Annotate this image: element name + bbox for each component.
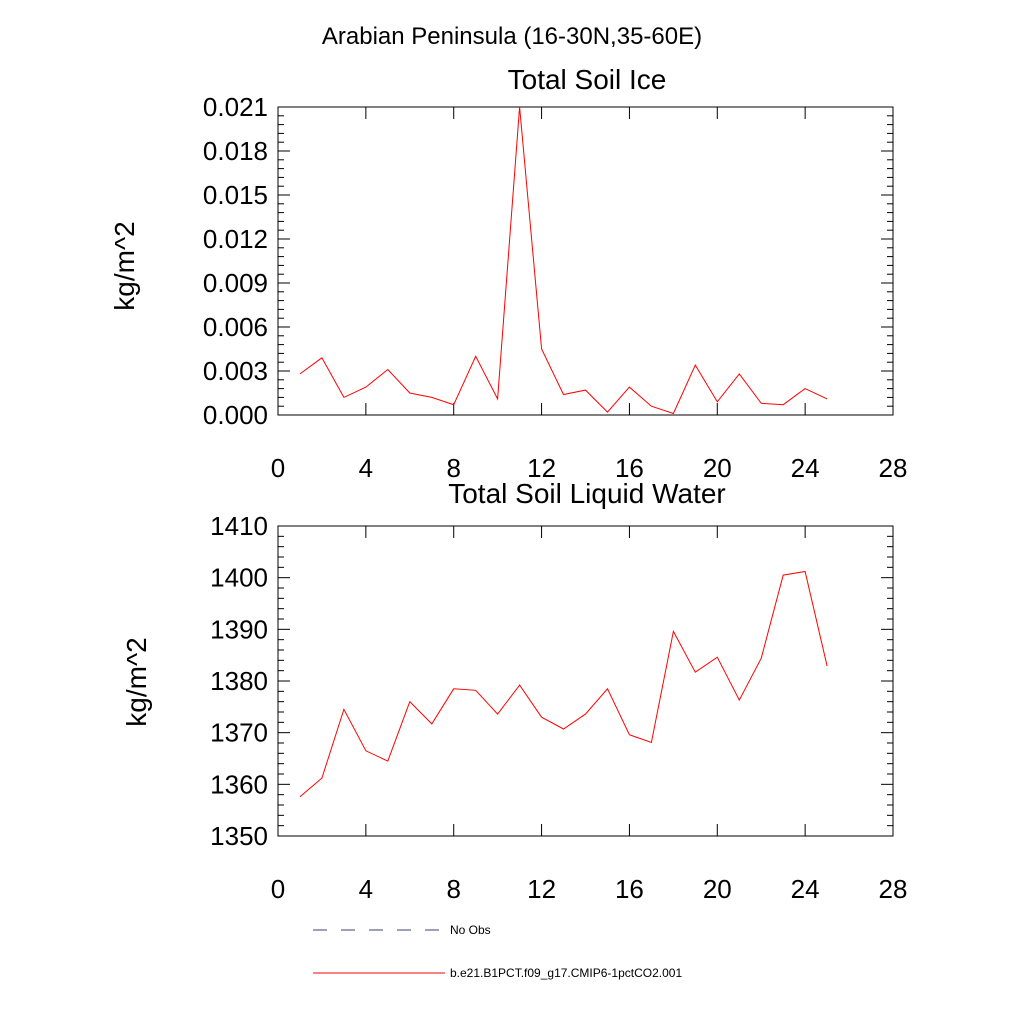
- x-tick-label: 8: [446, 453, 460, 483]
- y-tick-label: 0.015: [203, 180, 268, 210]
- x-tick-label: 28: [879, 453, 908, 483]
- x-tick-label: 24: [791, 453, 820, 483]
- x-tick-label: 0: [271, 453, 285, 483]
- y-tick-label: 0.003: [203, 356, 268, 386]
- y-axis-label: kg/m^2: [109, 221, 140, 310]
- x-tick-label: 16: [615, 874, 644, 904]
- y-tick-label: 0.000: [203, 400, 268, 430]
- y-axis-label: kg/m^2: [121, 637, 152, 726]
- y-tick-label: 0.012: [203, 224, 268, 254]
- y-tick-label: 1350: [210, 821, 268, 851]
- y-tick-label: 1360: [210, 769, 268, 799]
- y-tick-label: 1390: [210, 614, 268, 644]
- x-tick-label: 12: [527, 453, 556, 483]
- panel-title: Total Soil Liquid Water: [448, 478, 726, 509]
- y-tick-label: 0.009: [203, 268, 268, 298]
- chart-panel-soil-ice: Total Soil Ice kg/m^2 0 4 8 12 16 20 24 28 0.000…: [109, 64, 907, 483]
- chart-panel-soil-liquid-water: Total Soil Liquid Water kg/m^2 0 4 8 12 16 20…: [121, 478, 907, 904]
- x-tick-label: 4: [359, 874, 373, 904]
- x-tick-label: 16: [615, 453, 644, 483]
- y-tick-label: 1380: [210, 666, 268, 696]
- y-tick-label: 0.006: [203, 312, 268, 342]
- x-tick-label: 0: [271, 874, 285, 904]
- x-tick-label: 20: [703, 453, 732, 483]
- series-line: [299, 570, 828, 798]
- x-tick-label: 12: [527, 874, 556, 904]
- x-tick-label: 28: [879, 874, 908, 904]
- x-tick-label: 20: [703, 874, 732, 904]
- legend-label-no-obs: No Obs: [450, 923, 491, 937]
- x-tick-label: 24: [791, 874, 820, 904]
- y-tick-label: 1410: [210, 511, 268, 541]
- y-tick-label: 1370: [210, 718, 268, 748]
- legend-label-model: b.e21.B1PCT.f09_g17.CMIP6-1pctCO2.001: [450, 966, 682, 980]
- series-line: [299, 106, 828, 415]
- x-tick-label: 8: [446, 874, 460, 904]
- y-tick-label: 1400: [210, 563, 268, 593]
- panel-title: Total Soil Ice: [508, 64, 667, 95]
- y-tick-label: 0.018: [203, 136, 268, 166]
- y-tick-label: 0.021: [203, 92, 268, 122]
- figure-title: Arabian Peninsula (16-30N,35-60E): [322, 23, 702, 50]
- legend: No Obs b.e21.B1PCT.f09_g17.CMIP6-1pctCO2…: [313, 923, 682, 980]
- x-tick-label: 4: [359, 453, 373, 483]
- plot-frame: [277, 106, 894, 416]
